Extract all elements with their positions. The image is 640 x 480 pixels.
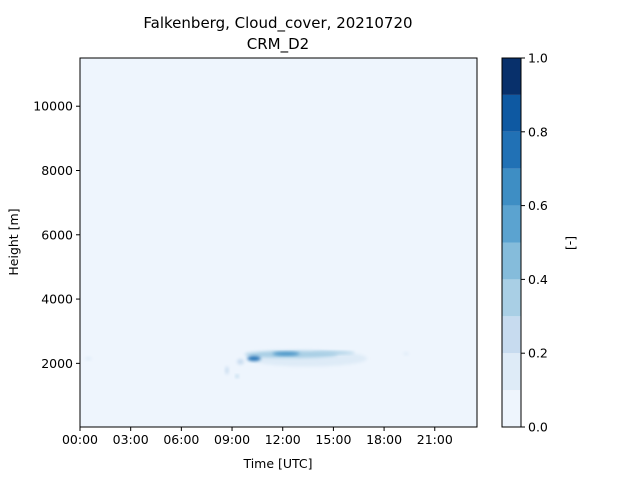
x-tick-label: 12:00	[265, 432, 301, 447]
colorbar-segment	[502, 94, 521, 132]
y-axis-label: Height [m]	[6, 208, 21, 275]
y-axis: 2000 4000 6000 8000 10000	[33, 99, 80, 371]
x-tick-label: 06:00	[163, 432, 199, 447]
colorbar-tick-label: 0.0	[528, 420, 548, 435]
x-tick-label: 09:00	[214, 432, 250, 447]
plot-area	[79, 57, 478, 428]
colorbar-segment	[502, 242, 521, 280]
colorbar-tick-label: 1.0	[528, 51, 548, 66]
colorbar-frame	[501, 57, 522, 428]
colorbar-segment	[502, 168, 521, 206]
colorbar	[502, 58, 521, 427]
colorbar-tick-label: 0.6	[528, 198, 548, 213]
cloud-layer	[85, 350, 409, 378]
colorbar-segment	[502, 131, 521, 169]
colorbar-segment	[502, 390, 521, 427]
colorbar-label: [-]	[564, 236, 579, 250]
chart-title: Falkenberg, Cloud_cover, 20210720	[143, 14, 412, 33]
cloud-region-7	[272, 351, 300, 356]
x-tick-label: 00:00	[62, 432, 98, 447]
plot-frame	[79, 57, 478, 428]
cloud-region-6	[247, 356, 261, 361]
cloud-region-2	[235, 374, 239, 378]
colorbar-segment	[502, 353, 521, 391]
x-tick-label: 03:00	[113, 432, 149, 447]
y-tick-label: 8000	[41, 163, 73, 178]
y-tick-label: 4000	[41, 292, 73, 307]
y-tick-label: 6000	[41, 227, 73, 242]
cloud-region-1	[225, 366, 229, 375]
x-axis: 00:00 03:00 06:00 09:00 12:00 15:00 18:00 21:00	[62, 427, 453, 447]
colorbar-segment	[502, 279, 521, 317]
y-tick-label: 10000	[33, 99, 73, 114]
colorbar-tick-label: 0.2	[528, 346, 548, 361]
chart-subtitle: CRM_D2	[247, 35, 309, 54]
x-axis-label: Time [UTC]	[242, 456, 312, 471]
x-tick-label: 15:00	[315, 432, 351, 447]
colorbar-segment	[502, 58, 521, 95]
cloud-region-8	[312, 351, 355, 355]
cloud-region-9	[403, 352, 409, 356]
plot-background	[80, 58, 477, 427]
colorbar-axis: 0.0 0.2 0.4 0.6 0.8 1.0	[521, 51, 548, 435]
colorbar-tick-label: 0.8	[528, 124, 548, 139]
colorbar-segment	[502, 205, 521, 243]
colorbar-tick-label: 0.4	[528, 272, 548, 287]
colorbar-segment	[502, 316, 521, 354]
y-tick-label: 2000	[41, 356, 73, 371]
x-tick-label: 21:00	[417, 432, 453, 447]
cloud-region-0	[85, 357, 92, 361]
cloud-region-3	[237, 358, 244, 365]
x-tick-label: 18:00	[366, 432, 402, 447]
